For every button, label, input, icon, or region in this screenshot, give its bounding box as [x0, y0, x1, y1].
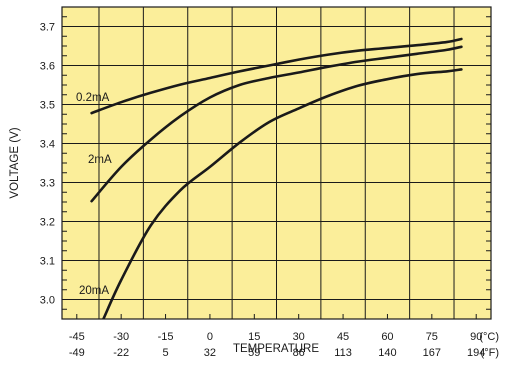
x-tick-label-celsius: 0 [207, 331, 213, 343]
y-axis-title: VOLTAGE (V) [9, 127, 21, 198]
y-tick-label: 3.1 [40, 256, 55, 268]
y-tick-label: 3.3 [40, 178, 55, 190]
y-tick-label: 3.5 [40, 100, 55, 112]
series-label-2mA: 2mA [88, 154, 112, 166]
x-tick-label-fahrenheit: 113 [334, 347, 352, 359]
x-tick-label-fahrenheit: 140 [378, 347, 396, 359]
series-lines [90, 37, 463, 319]
series-line-0.2mA [90, 37, 463, 115]
x-tick-label-celsius: 60 [381, 331, 393, 343]
x-tick-label-fahrenheit: 32 [204, 347, 216, 359]
x-unit-celsius: (°C) [479, 331, 499, 343]
y-tick-label: 3.7 [40, 22, 55, 34]
x-axis-title: TEMPERATURE [233, 343, 319, 355]
x-tick-label-fahrenheit: -49 [69, 347, 85, 359]
x-tick-label-celsius: -15 [158, 331, 174, 343]
y-tick-label: 3.4 [40, 139, 55, 151]
y-tick-label: 3.2 [40, 217, 55, 229]
y-tick-label: 3.6 [40, 61, 55, 73]
x-tick-label-celsius: 45 [337, 331, 349, 343]
x-tick-label-celsius: 30 [293, 331, 305, 343]
series-line-20mA [102, 68, 463, 319]
axis-ticks: -45 -49 -30 -22 -15 5 0 32 15 59 30 86 45 113 60 140 75 1… [40, 16, 491, 359]
x-tick-label-fahrenheit: 86 [293, 347, 305, 359]
x-tick-label-celsius: -30 [113, 331, 129, 343]
x-tick-label-fahrenheit: 194 [467, 347, 485, 359]
x-tick-label-celsius: 15 [248, 331, 260, 343]
y-tick-label: 3.0 [40, 295, 55, 307]
x-tick-label-fahrenheit: -22 [113, 347, 129, 359]
x-tick-label-celsius: 90 [470, 331, 482, 343]
x-tick-label-fahrenheit: 167 [423, 347, 441, 359]
labels: VOLTAGE (V) TEMPERATURE (°C) (°F) 0.2mA 2… [9, 92, 499, 359]
x-tick-label-celsius: 75 [426, 331, 438, 343]
x-tick-label-celsius: -45 [69, 331, 85, 343]
x-tick-label-fahrenheit: 5 [162, 347, 168, 359]
x-unit-fahrenheit: (°F) [481, 347, 499, 359]
x-tick-label-fahrenheit: 59 [248, 347, 260, 359]
series-label-20mA: 20mA [79, 285, 109, 297]
series-label-0.2mA: 0.2mA [76, 92, 110, 104]
series-line-2mA [90, 45, 463, 203]
grid-lines [62, 7, 491, 319]
